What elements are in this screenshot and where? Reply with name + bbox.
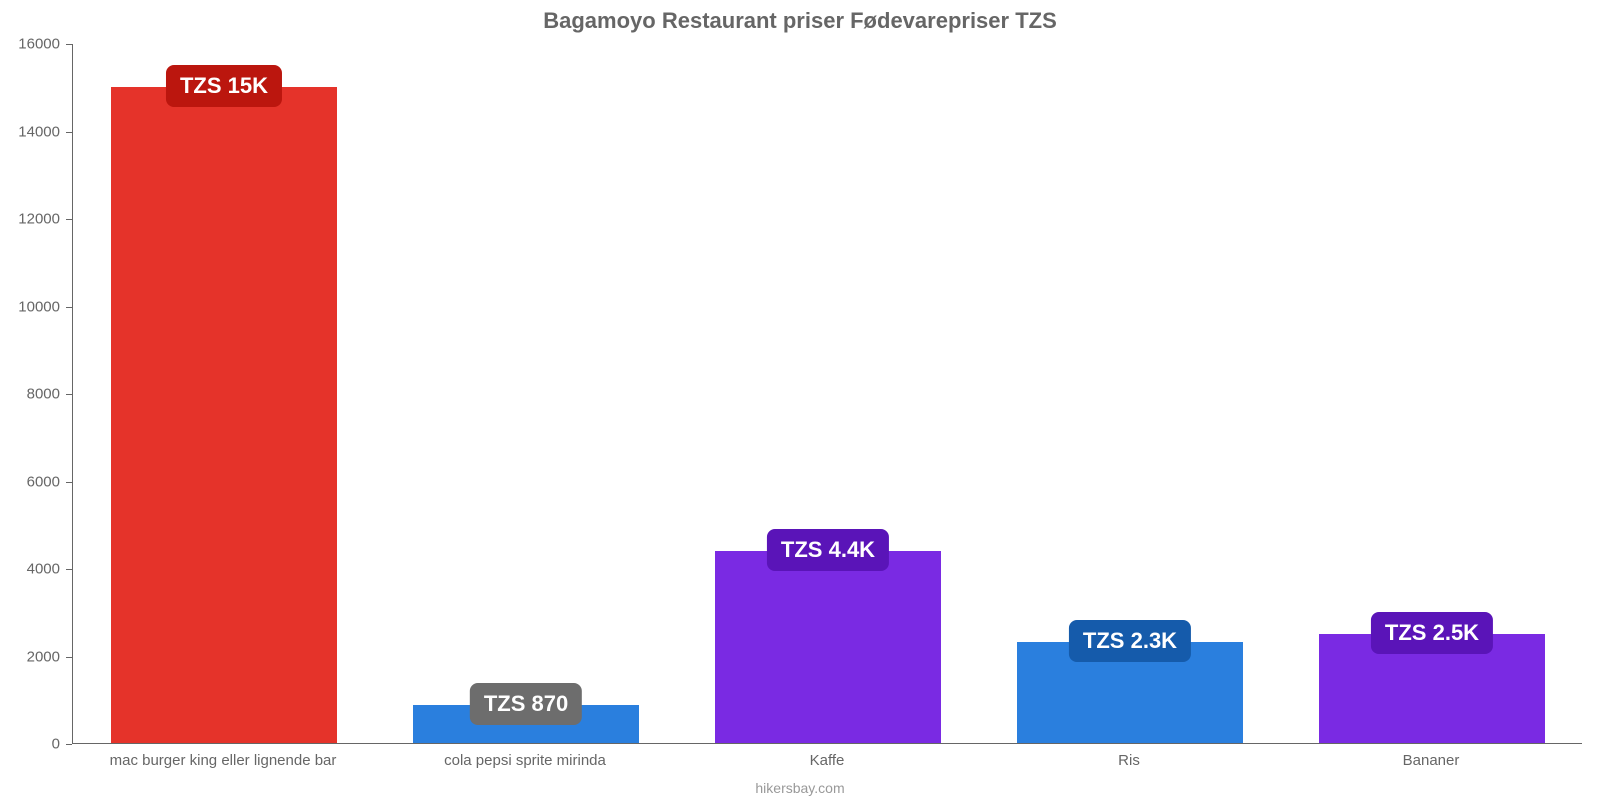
value-label: TZS 2.3K [1069, 620, 1191, 662]
y-tick-label: 0 [0, 736, 60, 753]
y-tick-mark [66, 44, 72, 45]
x-tick-label: cola pepsi sprite mirinda [444, 752, 606, 769]
y-tick-label: 4000 [0, 561, 60, 578]
price-chart: Bagamoyo Restaurant priser Fødevareprise… [0, 0, 1600, 800]
y-tick-label: 10000 [0, 298, 60, 315]
y-tick-mark [66, 394, 72, 395]
y-tick-mark [66, 132, 72, 133]
y-tick-mark [66, 482, 72, 483]
bar [111, 87, 338, 743]
y-tick-label: 16000 [0, 36, 60, 53]
y-tick-label: 8000 [0, 386, 60, 403]
x-tick-label: Bananer [1403, 752, 1460, 769]
x-tick-label: Kaffe [810, 752, 845, 769]
y-tick-label: 12000 [0, 211, 60, 228]
bar [715, 551, 942, 744]
y-tick-mark [66, 307, 72, 308]
y-tick-mark [66, 657, 72, 658]
y-tick-mark [66, 744, 72, 745]
value-label: TZS 870 [470, 683, 582, 725]
value-label: TZS 15K [166, 65, 282, 107]
x-tick-label: Ris [1118, 752, 1140, 769]
y-tick-label: 14000 [0, 123, 60, 140]
y-tick-label: 2000 [0, 648, 60, 665]
y-tick-mark [66, 219, 72, 220]
value-label: TZS 4.4K [767, 529, 889, 571]
y-tick-label: 6000 [0, 473, 60, 490]
chart-title: Bagamoyo Restaurant priser Fødevareprise… [0, 8, 1600, 34]
y-tick-mark [66, 569, 72, 570]
plot-area: TZS 15K TZS 870 TZS 4.4K TZS 2.3K TZS 2.5K [72, 44, 1582, 744]
chart-footer: hikersbay.com [0, 780, 1600, 796]
value-label: TZS 2.5K [1371, 612, 1493, 654]
x-tick-label: mac burger king eller lignende bar [110, 752, 337, 769]
